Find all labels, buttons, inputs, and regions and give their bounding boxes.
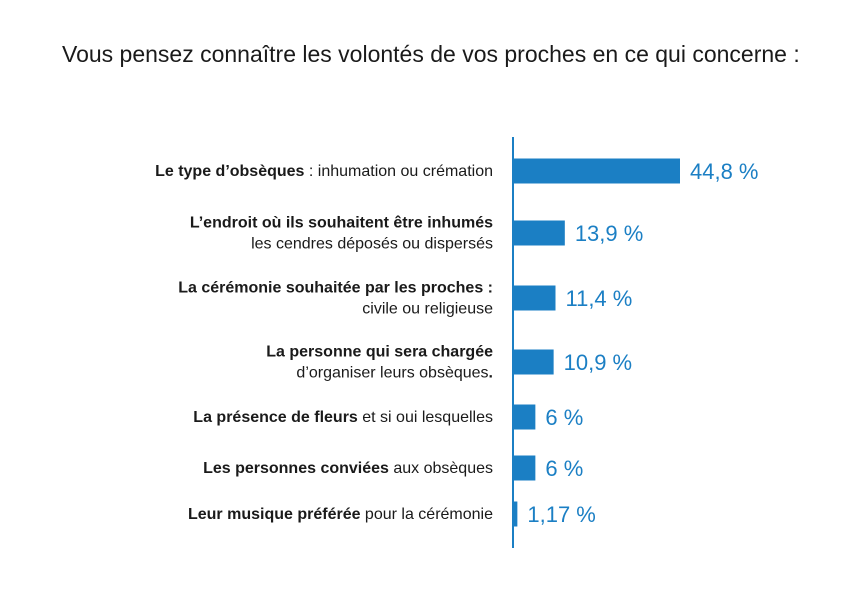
category-label-segment: pour la cérémonie (360, 506, 493, 523)
value-label-1: 44,8 % (690, 159, 759, 184)
value-label-2: 13,9 % (575, 221, 644, 246)
category-label-segment: La cérémonie souhaitée par les proches : (178, 280, 493, 297)
bar-7 (513, 501, 518, 527)
category-label-segment: les cendres déposés ou dispersés (251, 236, 493, 253)
value-label-7: 1,17 % (527, 502, 596, 527)
category-label-3-line-2: civile ou religieuse (362, 301, 493, 318)
category-label-segment: d’organiser leurs obsèques (296, 365, 488, 382)
category-label-3-line-1: La cérémonie souhaitée par les proches : (178, 280, 493, 297)
category-label-segment: La présence de fleurs (193, 409, 358, 426)
category-label-2-line-2: les cendres déposés ou dispersés (251, 236, 493, 253)
category-label-4-line-2: d’organiser leurs obsèques. (296, 365, 493, 382)
category-label-segment: Leur musique préférée (188, 506, 361, 523)
category-label-2-line-1: L’endroit où ils souhaitent être inhumés (190, 215, 493, 232)
bar-1 (513, 158, 680, 184)
value-label-6: 6 % (545, 456, 583, 481)
bar-5 (513, 404, 536, 430)
category-label-segment: Les personnes conviées (203, 460, 389, 477)
bar-4 (513, 349, 554, 375)
category-label-6-line-1: Les personnes conviées aux obsèques (203, 460, 493, 477)
chart-title: Vous pensez connaître les volontés de vo… (62, 41, 800, 67)
bar-6 (513, 455, 536, 481)
category-label-segment: Le type d’obsèques (155, 163, 304, 180)
category-label-7-line-1: Leur musique préférée pour la cérémonie (188, 506, 493, 523)
bar-2 (513, 220, 565, 246)
category-label-segment: et si oui lesquelles (358, 409, 493, 426)
category-label-5-line-1: La présence de fleurs et si oui lesquell… (193, 409, 493, 426)
bar-3 (513, 285, 556, 311)
category-label-segment: . (489, 365, 493, 382)
category-label-segment: aux obsèques (389, 460, 493, 477)
category-label-1-line-1: Le type d’obsèques : inhumation ou créma… (155, 163, 493, 180)
category-label-4-line-1: La personne qui sera chargée (266, 344, 493, 361)
value-label-4: 10,9 % (564, 350, 633, 375)
value-label-5: 6 % (545, 405, 583, 430)
category-label-segment: : inhumation ou crémation (304, 163, 493, 180)
category-label-segment: La personne qui sera chargée (266, 344, 493, 361)
category-label-segment: civile ou religieuse (362, 301, 493, 318)
category-label-segment: L’endroit où ils souhaitent être inhumés (190, 215, 493, 232)
value-label-3: 11,4 % (565, 286, 632, 311)
